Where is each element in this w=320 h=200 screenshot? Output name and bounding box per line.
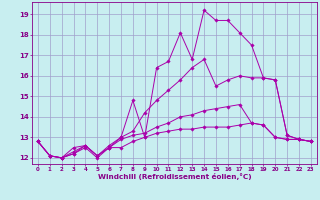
X-axis label: Windchill (Refroidissement éolien,°C): Windchill (Refroidissement éolien,°C): [98, 173, 251, 180]
